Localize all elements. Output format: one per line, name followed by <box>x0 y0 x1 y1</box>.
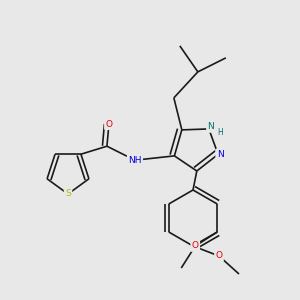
Text: O: O <box>105 120 112 129</box>
Text: H: H <box>217 128 223 137</box>
Text: N: N <box>217 150 224 159</box>
Text: O: O <box>192 242 199 250</box>
Text: O: O <box>215 251 223 260</box>
Text: N: N <box>208 122 214 131</box>
Text: S: S <box>65 190 71 199</box>
Text: NH: NH <box>128 156 142 165</box>
